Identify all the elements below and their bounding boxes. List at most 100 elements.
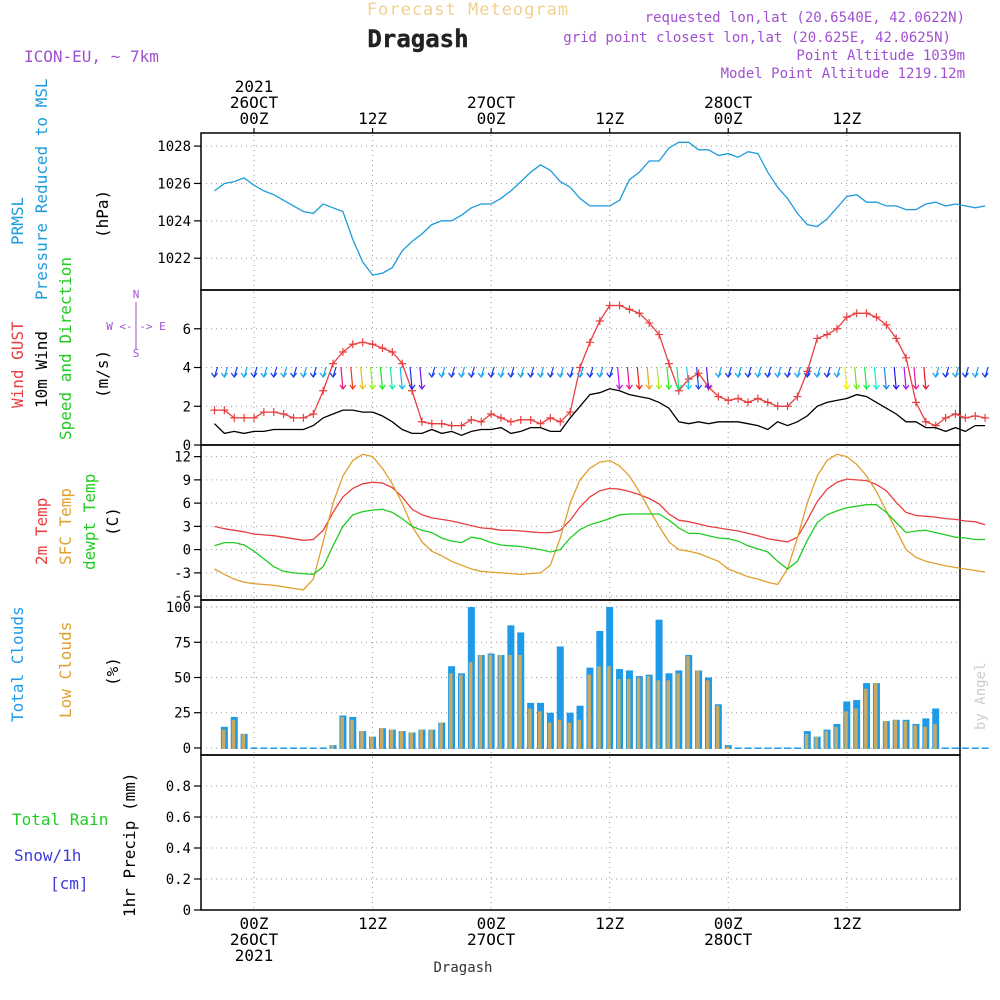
footer-station: Dragash xyxy=(433,960,492,976)
wind-arrow-head xyxy=(369,384,377,390)
compass-n: N xyxy=(133,288,140,301)
wind-arrow-head xyxy=(892,384,900,390)
wind-arrow xyxy=(923,366,927,390)
wind-arrow-head xyxy=(774,372,782,378)
wind-arrow-head xyxy=(428,372,436,378)
wind-arrow xyxy=(656,366,660,390)
wind-arrow-head xyxy=(616,384,624,390)
wind-arrow-head xyxy=(596,372,604,378)
wind-arrow xyxy=(636,366,640,390)
wind-arrow xyxy=(686,366,690,390)
time-label-top: 12Z xyxy=(832,109,861,128)
time-label-top: 12Z xyxy=(595,109,624,128)
time-label-top: 00Z xyxy=(714,109,743,128)
gust-marker xyxy=(585,338,594,347)
wind-arrow xyxy=(253,366,258,378)
low-cloud-bar xyxy=(834,726,838,749)
temperature-frame xyxy=(200,444,961,601)
low-cloud-bar xyxy=(617,678,621,749)
low-cloud-bar xyxy=(656,680,661,749)
low-cloud-bar xyxy=(449,673,453,749)
low-cloud-bar xyxy=(360,731,364,749)
sfc-temp-line xyxy=(214,453,986,591)
total-cloud-bar xyxy=(793,747,801,749)
wind-arrow-head xyxy=(507,372,515,378)
low-cloud-bar xyxy=(804,733,809,749)
wind-arrow-head xyxy=(319,372,327,378)
time-label-bottom: 00Z xyxy=(240,914,269,933)
wind-arrow-head xyxy=(546,372,554,378)
gust-marker xyxy=(487,410,496,418)
wind-arrow xyxy=(510,366,515,378)
wind-arrow-head xyxy=(339,384,347,390)
gust-marker xyxy=(902,353,911,362)
wind-arrow xyxy=(399,366,403,390)
station-title: Dragash xyxy=(367,25,468,53)
time-label-bottom: 12Z xyxy=(832,914,861,933)
wind-arrow-head xyxy=(971,372,979,378)
gust-marker xyxy=(852,309,861,318)
y-tick-label: 0 xyxy=(183,438,191,454)
low-cloud-bar xyxy=(557,719,562,749)
ylabel-pressure: Pressure Reduced to MSL xyxy=(32,78,51,300)
total-cloud-bar xyxy=(754,747,762,749)
wind-arrow-head xyxy=(448,372,456,378)
gust-marker xyxy=(941,413,950,422)
gust-marker xyxy=(210,406,219,415)
wind-arrow-head xyxy=(734,372,742,378)
gust-marker xyxy=(319,386,328,395)
total-cloud-bar xyxy=(942,747,950,749)
low-cloud-bar xyxy=(350,719,354,749)
gust-marker xyxy=(338,348,347,356)
low-cloud-bar xyxy=(824,731,829,749)
y-tick-label: 6 xyxy=(183,496,191,512)
wind-arrow xyxy=(340,366,344,390)
wind-arrow xyxy=(836,366,841,378)
wind-arrow xyxy=(530,366,535,378)
y-tick-label: 3 xyxy=(183,519,191,535)
compass-we: W <-|-> E xyxy=(106,320,166,333)
low-cloud-bar xyxy=(538,711,542,749)
gust-marker xyxy=(220,406,229,415)
wind-arrow-head xyxy=(872,384,880,390)
wind-arrow xyxy=(984,366,989,378)
wind-arrow xyxy=(676,366,680,390)
ylabel-direction: Speed and Direction xyxy=(56,257,75,440)
gust-marker xyxy=(951,410,960,418)
low-cloud-bar xyxy=(883,721,888,749)
low-cloud-bar xyxy=(725,746,730,749)
requested-coords: requested lon,lat (20.6540E, 42.0622N) xyxy=(645,10,965,26)
gust-marker xyxy=(368,340,377,349)
y-tick-label: 0.2 xyxy=(166,872,191,888)
pressure-line xyxy=(214,141,986,276)
low-cloud-bar xyxy=(330,745,335,749)
wind-arrow-head xyxy=(408,384,416,390)
low-cloud-bar xyxy=(458,674,463,749)
wind-arrow-head xyxy=(537,372,544,378)
10m-wind-line xyxy=(214,388,986,436)
low-cloud-bar xyxy=(903,721,908,749)
wind-arrow-head xyxy=(517,372,525,378)
total-cloud-bar xyxy=(260,747,268,749)
low-cloud-bar xyxy=(844,711,848,749)
wind-arrow-head xyxy=(705,384,712,390)
wind-arrow-head xyxy=(981,372,989,378)
time-label-bottom: 2021 xyxy=(235,946,274,965)
y-tick-label: 0 xyxy=(183,543,191,559)
total-cloud-bar xyxy=(319,747,327,749)
gust-marker xyxy=(971,411,980,420)
wind-arrow-head xyxy=(645,384,653,390)
wind-arrow xyxy=(913,366,917,390)
y-tick-label: 4 xyxy=(183,361,191,377)
low-cloud-bar xyxy=(241,733,246,749)
wind-arrow xyxy=(717,366,722,378)
wind-arrow xyxy=(350,366,354,390)
wind-arrow-head xyxy=(793,372,801,378)
wind-arrow-head xyxy=(863,384,871,390)
wind-arrow xyxy=(935,366,940,378)
wind-arrow-head xyxy=(260,372,268,378)
gust-marker xyxy=(625,305,634,314)
gust-marker xyxy=(645,318,654,327)
wind-arrow xyxy=(626,366,631,390)
gust-marker xyxy=(753,394,762,403)
